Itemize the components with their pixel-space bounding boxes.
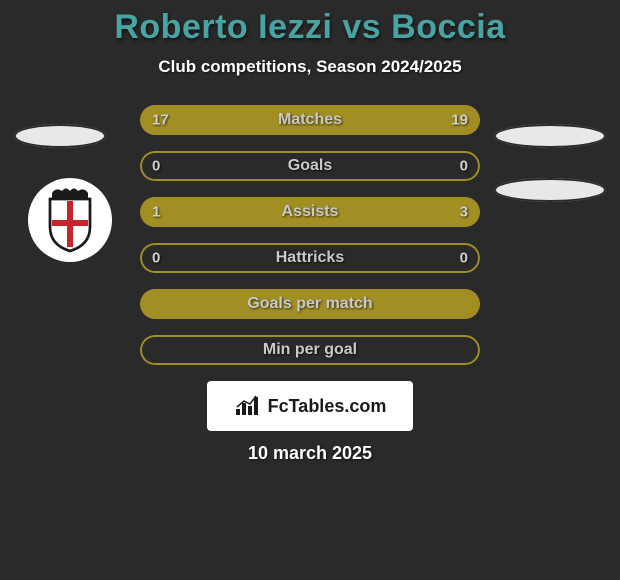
page-title: Roberto Iezzi vs Boccia	[0, 8, 620, 47]
stat-row: Goals per match	[140, 289, 480, 319]
stat-row: Assists13	[140, 197, 480, 227]
stat-bar-bg	[140, 243, 480, 273]
stat-bar-fill-right	[225, 197, 480, 227]
stat-bar-fill-left	[140, 197, 225, 227]
stat-bar-bg	[140, 335, 480, 365]
subtitle: Club competitions, Season 2024/2025	[0, 57, 620, 77]
club-crest	[28, 178, 112, 262]
shield-icon	[42, 187, 98, 253]
branding-text: FcTables.com	[268, 396, 387, 417]
stats-list: Matches1719 Goals00 Assists13 Hattricks00 Go…	[140, 105, 480, 365]
stat-row: Matches1719	[140, 105, 480, 135]
stat-row: Min per goal	[140, 335, 480, 365]
stat-row: Goals00	[140, 151, 480, 181]
stat-bar-fill	[140, 289, 480, 319]
branding-badge: FcTables.com	[207, 381, 413, 431]
player-badge-right-2	[494, 178, 606, 202]
stat-bar-fill-left	[140, 105, 300, 135]
stat-row: Hattricks00	[140, 243, 480, 273]
bars-icon	[234, 395, 262, 417]
stat-bar-bg	[140, 151, 480, 181]
player-badge-right-1	[494, 124, 606, 148]
player-badge-left	[14, 124, 106, 148]
date-label: 10 march 2025	[0, 443, 620, 464]
stat-bar-fill-right	[300, 105, 480, 135]
